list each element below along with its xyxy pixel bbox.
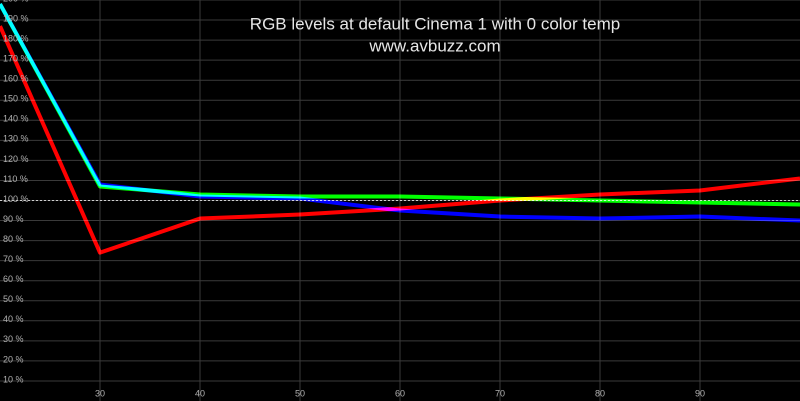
chart-subtitle: www.avbuzz.com xyxy=(368,36,500,55)
y-tick-label: 60 % xyxy=(3,274,24,284)
y-tick-label: 170 % xyxy=(3,54,29,64)
y-tick-label: 190 % xyxy=(3,13,29,23)
y-tick-label: 90 % xyxy=(3,214,24,224)
y-tick-label: 30 % xyxy=(3,334,24,344)
chart-title: RGB levels at default Cinema 1 with 0 co… xyxy=(250,14,620,33)
y-tick-label: 10 % xyxy=(3,374,24,384)
y-tick-label: 160 % xyxy=(3,74,29,84)
x-tick-label: 70 xyxy=(495,388,505,398)
x-tick-label: 90 xyxy=(695,388,705,398)
label-layer: 10 % 20 % 30 % 40 % 50 % 60 % 70 % 80 % 90 % 100 … xyxy=(3,0,705,398)
x-tick-label: 60 xyxy=(395,388,405,398)
x-tick-label: 30 xyxy=(95,388,105,398)
y-tick-label: 200 % xyxy=(3,0,29,3)
y-tick-label: 140 % xyxy=(3,114,29,124)
y-tick-label: 50 % xyxy=(3,294,24,304)
x-tick-label: 50 xyxy=(295,388,305,398)
y-tick-label: 70 % xyxy=(3,254,24,264)
y-tick-label: 40 % xyxy=(3,314,24,324)
x-tick-label: 80 xyxy=(595,388,605,398)
y-tick-label: 20 % xyxy=(3,354,24,364)
y-tick-label: 120 % xyxy=(3,154,29,164)
y-tick-label: 80 % xyxy=(3,234,24,244)
y-tick-label: 100 % xyxy=(3,194,29,204)
series-layer xyxy=(0,3,800,255)
y-tick-label: 110 % xyxy=(3,174,28,184)
y-tick-label: 130 % xyxy=(3,134,29,144)
data-line xyxy=(0,3,800,207)
data-line xyxy=(0,25,800,255)
x-tick-label: 40 xyxy=(195,388,205,398)
y-tick-label: 150 % xyxy=(3,94,29,104)
y-tick-label: 180 % xyxy=(3,33,29,43)
